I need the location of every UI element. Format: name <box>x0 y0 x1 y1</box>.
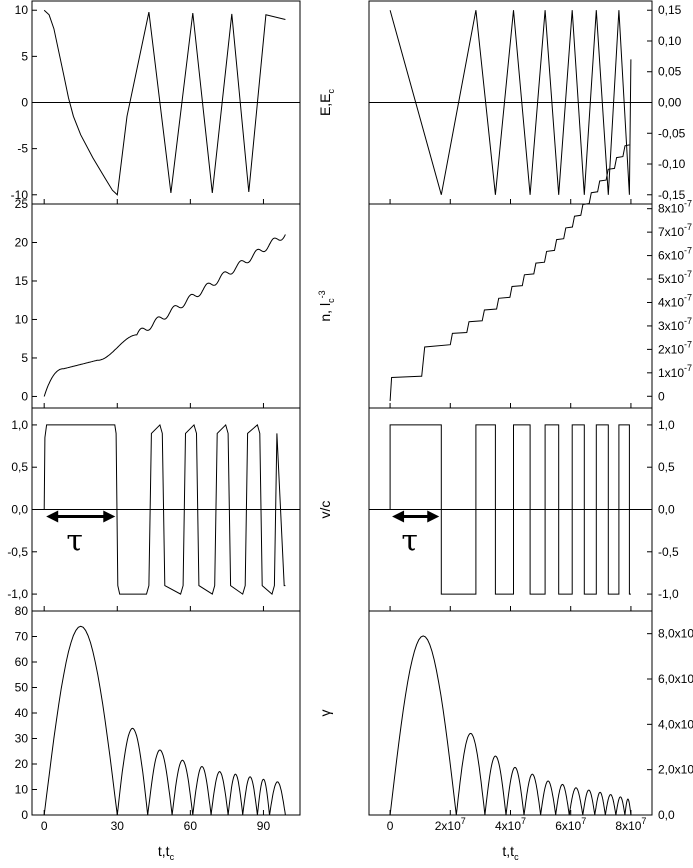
y-tick-label: 80 <box>15 604 29 618</box>
y-tick-label: 5x10-7 <box>658 269 692 286</box>
tau-label: τ <box>401 524 418 559</box>
y-tick-label: 7x10-7 <box>658 222 692 239</box>
y-tick-label: 1x10-7 <box>658 363 692 380</box>
tau-arrow-head-left <box>46 510 59 523</box>
y-tick-label: 8,0x105 <box>658 624 693 641</box>
plot-frame <box>31 610 301 816</box>
y-tick-label: 0 <box>21 808 28 822</box>
x-tick-label: 4x107 <box>495 816 526 833</box>
series-line <box>389 144 630 402</box>
panel-right-0: 0,15 0,10 0,05 0,00 -0,05 -0,10 -0,15 E,Ec <box>317 0 686 205</box>
x-tick-label: 0 <box>41 819 48 833</box>
y-tick-label: -10 <box>11 188 29 202</box>
plot-frame <box>368 203 653 409</box>
y-tick-label: 0 <box>658 389 665 403</box>
x-tick-label: 90 <box>257 819 271 833</box>
y-axis-label: v/c <box>317 501 333 519</box>
y-tick-label: 70 <box>15 630 29 644</box>
y-tick-label: -0,15 <box>658 188 686 202</box>
panel-left-0: 10 5 0 -5 -10 <box>11 0 301 205</box>
y-tick-label: 0,00 <box>658 96 682 110</box>
panel-right-3: 8,0x105 6,0x105 4,0x105 2,0x105 0,0 0 2x107 4x1… <box>317 610 693 862</box>
y-tick-label: 20 <box>15 757 29 771</box>
series-line <box>43 423 286 595</box>
y-tick-label: -0,05 <box>658 126 686 140</box>
panel-right-2: 1,0 0,5 0,0 -0,5 -1,0 τ v/c <box>317 407 679 612</box>
series-line <box>43 234 286 397</box>
y-tick-label: 25 <box>15 197 29 211</box>
y-tick-label: 50 <box>15 681 29 695</box>
y-tick-label: 15 <box>15 274 29 288</box>
y-tick-label: 1,0 <box>658 418 675 432</box>
series-line <box>389 10 632 195</box>
panel-left-3: 80 70 60 50 40 30 20 10 00 30 60 90 t,tc <box>15 604 301 862</box>
y-tick-label: -0,10 <box>658 157 686 171</box>
x-tick-label: 2x107 <box>435 816 466 833</box>
y-tick-label: 2x10-7 <box>658 339 692 356</box>
y-tick-label: 2,0x105 <box>658 760 693 777</box>
y-tick-label: 10 <box>15 783 29 797</box>
x-tick-label: 8x107 <box>615 816 646 833</box>
series-line <box>389 635 632 816</box>
y-tick-label: 10 <box>15 3 29 17</box>
y-tick-label: 0,05 <box>658 65 682 79</box>
y-tick-label: -1,0 <box>658 587 679 601</box>
series-line <box>389 424 631 595</box>
x-tick-label: 30 <box>111 819 125 833</box>
y-tick-label: -0,5 <box>7 545 28 559</box>
y-tick-label: 20 <box>15 235 29 249</box>
y-tick-label: 6x10-7 <box>658 246 692 263</box>
series-line <box>43 9 286 196</box>
x-tick-label: 0 <box>387 819 394 833</box>
y-tick-label: 0,10 <box>658 34 682 48</box>
y-axis-label: n, lc-3 <box>317 290 336 321</box>
y-tick-label: 10 <box>15 312 29 326</box>
panel-left-2: 1,0 0,5 0,0 -0,5 -1,0 τ <box>7 407 301 612</box>
series-line <box>43 625 286 816</box>
y-tick-label: 1,0 <box>11 418 28 432</box>
x-axis-label: t,tc <box>502 843 519 862</box>
x-tick-label: 60 <box>184 819 198 833</box>
tau-arrow-head-right <box>103 510 116 523</box>
y-tick-label: 60 <box>15 655 29 669</box>
panel-left-1: 25 20 15 10 5 0 <box>15 197 301 409</box>
y-tick-label: 5 <box>21 351 28 365</box>
y-tick-label: 4x10-7 <box>658 292 692 309</box>
y-tick-label: 40 <box>15 706 29 720</box>
y-tick-label: 0,0 <box>658 808 675 822</box>
y-tick-label: 4,0x105 <box>658 714 693 731</box>
panel-right-1: 8x10-7 7x10-7 6x10-7 5x10-7 4x10-7 3x10-7 2x10… <box>317 144 692 409</box>
y-tick-label: 5 <box>21 49 28 63</box>
y-tick-label: -5 <box>17 142 28 156</box>
y-tick-label: 0,15 <box>658 3 682 17</box>
y-tick-label: -0,5 <box>658 545 679 559</box>
y-tick-label: -1,0 <box>7 587 28 601</box>
y-tick-label: 0 <box>21 96 28 110</box>
x-tick-label: 6x107 <box>555 816 586 833</box>
y-axis-label: E,Ec <box>317 88 336 116</box>
y-tick-label: 3x10-7 <box>658 316 692 333</box>
y-tick-label: 0,0 <box>658 503 675 517</box>
x-axis-label: t,tc <box>158 843 175 862</box>
tau-label: τ <box>66 524 83 559</box>
y-tick-label: 0,0 <box>11 503 28 517</box>
y-tick-label: 0,5 <box>11 460 28 474</box>
tau-arrow-head-right <box>427 510 440 523</box>
y-axis-label: γ <box>317 710 333 717</box>
y-tick-label: 6,0x105 <box>658 669 693 686</box>
plot-frame <box>31 203 301 409</box>
y-tick-label: 8x10-7 <box>658 199 692 216</box>
y-tick-label: 0 <box>21 389 28 403</box>
y-tick-label: 30 <box>15 732 29 746</box>
tau-arrow-head-left <box>392 510 405 523</box>
y-tick-label: 0,5 <box>658 460 675 474</box>
